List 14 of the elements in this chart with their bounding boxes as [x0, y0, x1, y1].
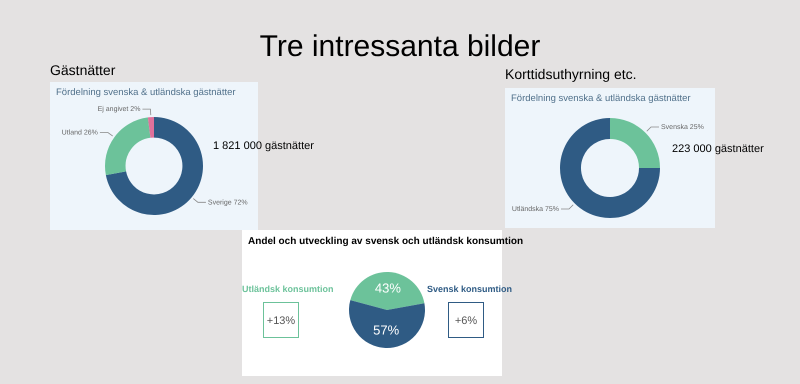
text: Svensk konsumtion: [427, 284, 512, 294]
text: 1 821 000 gästnätter: [213, 140, 314, 152]
value-box: +13%: [263, 302, 299, 338]
data-label: 43%: [374, 280, 402, 296]
data-label: 57%: [373, 322, 400, 338]
chart-subtitle: Fördelning svenska & utländska gästnätter: [56, 87, 236, 98]
text: Utländsk konsumtion: [242, 284, 334, 294]
text: 223 000 gästnätter: [672, 143, 764, 155]
chart-title: Gästnätter: [50, 62, 116, 78]
chart-title: Andel och utveckling av svensk och utländsk konsumtion: [248, 236, 524, 247]
value-box: +6%: [448, 302, 484, 338]
chart-title: Korttidsuthyrning etc.: [505, 66, 637, 82]
chart-subtitle: Fördelning svenska & utländska gästnätter: [511, 93, 691, 104]
text: Tre intressanta bilder: [260, 30, 540, 63]
